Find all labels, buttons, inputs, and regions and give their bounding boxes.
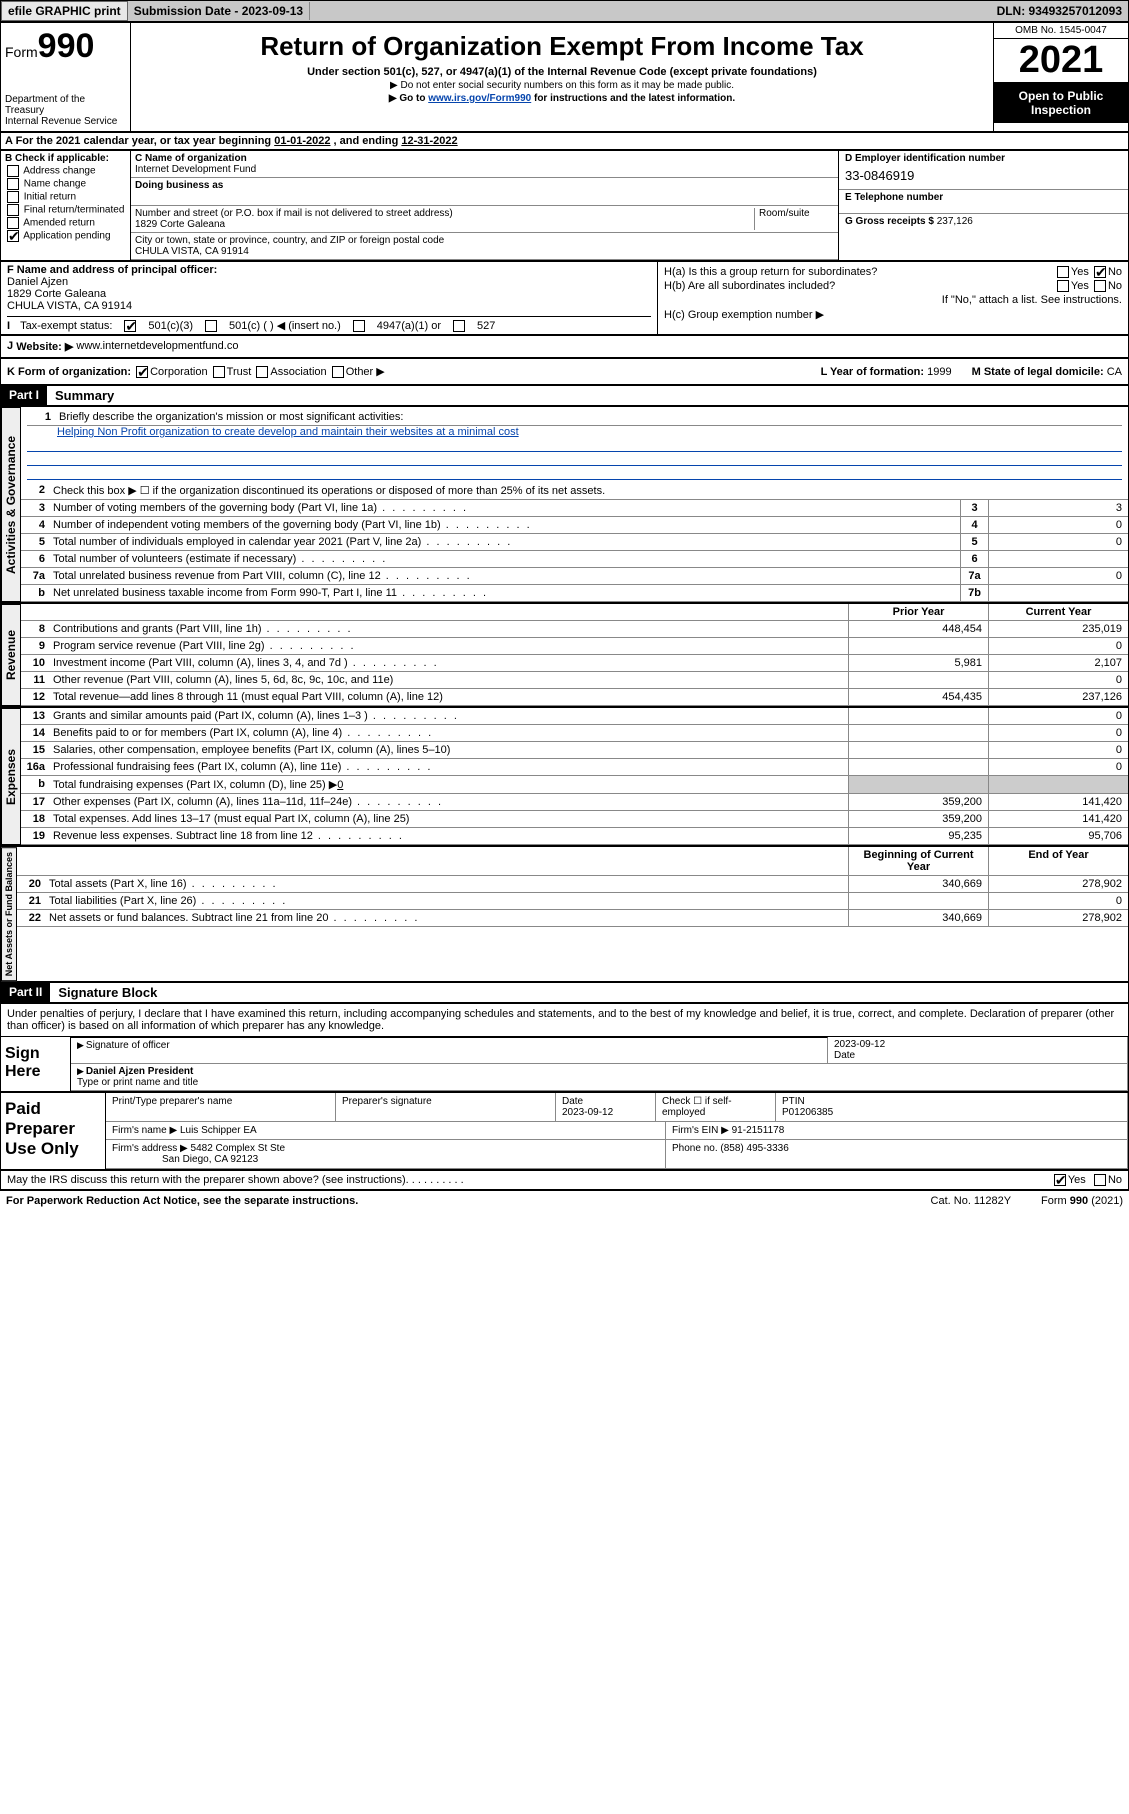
revenue-section: Revenue Prior YearCurrent Year 8Contribu… (0, 603, 1129, 707)
signature-block: Under penalties of perjury, I declare th… (0, 1003, 1129, 1092)
activities-governance: Activities & Governance 1Briefly describ… (0, 406, 1129, 603)
discuss-row: May the IRS discuss this return with the… (0, 1170, 1129, 1190)
row-f-h: F Name and address of principal officer:… (0, 261, 1129, 335)
ptin: P01206385 (782, 1107, 833, 1118)
form-number: Form990 (5, 27, 126, 66)
part2-header: Part IISignature Block (0, 982, 1129, 1003)
sign-here-label: Sign Here (1, 1037, 71, 1091)
top-bar: efile GRAPHIC print Submission Date - 20… (0, 0, 1129, 22)
part1-header: Part ISummary (0, 385, 1129, 406)
gross-receipts: 237,126 (937, 216, 973, 227)
group-return-no (1094, 266, 1106, 278)
page-footer: For Paperwork Reduction Act Notice, see … (0, 1190, 1129, 1211)
discuss-yes-checkbox (1054, 1174, 1066, 1186)
dln: DLN: 93493257012093 (991, 2, 1128, 20)
tax-year: 2021 (994, 39, 1128, 83)
entity-grid: B Check if applicable: Address change Na… (0, 150, 1129, 261)
form-subtitle: Under section 501(c), 527, or 4947(a)(1)… (135, 66, 989, 78)
domicile-state: CA (1107, 366, 1122, 378)
omb-number: OMB No. 1545-0047 (994, 23, 1128, 39)
ein: 33-0846919 (845, 164, 1122, 187)
paid-preparer: Paid Preparer Use Only Print/Type prepar… (0, 1092, 1129, 1170)
expenses-section: Expenses 13Grants and similar amounts pa… (0, 707, 1129, 846)
officer-name: Daniel Ajzen (7, 276, 68, 288)
open-to-public: Open to Public Inspection (994, 83, 1128, 123)
city-state-zip: CHULA VISTA, CA 91914 (135, 246, 249, 257)
website: www.internetdevelopmentfund.co (76, 340, 238, 353)
form-title: Return of Organization Exempt From Incom… (135, 31, 989, 62)
app-pending-checkbox (7, 230, 19, 242)
row-k-l-m: K Form of organization: Corporation Trus… (0, 358, 1129, 385)
officer-name-title: Daniel Ajzen President (86, 1066, 193, 1077)
mission-text: Helping Non Profit organization to creat… (57, 426, 519, 438)
501c3-checkbox (124, 320, 136, 332)
preparer-phone: (858) 495-3336 (720, 1143, 788, 1154)
org-name: Internet Development Fund (135, 164, 256, 175)
section-a-year: A For the 2021 calendar year, or tax yea… (0, 132, 1129, 150)
efile-button[interactable]: efile GRAPHIC print (1, 1, 128, 21)
telephone (845, 203, 1122, 211)
form-header: Form990 Department of the TreasuryIntern… (0, 22, 1129, 132)
submission-date: Submission Date - 2023-09-13 (128, 2, 310, 20)
net-assets-section: Net Assets or Fund Balances Beginning of… (0, 846, 1129, 982)
ssn-note: ▶ Do not enter social security numbers o… (135, 80, 989, 91)
line3-val: 3 (988, 500, 1128, 516)
section-b-checkboxes: B Check if applicable: Address change Na… (1, 151, 131, 260)
dept-treasury: Department of the TreasuryInternal Reven… (5, 94, 126, 127)
corp-checkbox (136, 366, 148, 378)
row-j-website: J Website: ▶ www.internetdevelopmentfund… (0, 335, 1129, 358)
goto-note: ▶ Go to www.irs.gov/Form990 for instruct… (135, 93, 989, 104)
firm-name: Luis Schipper EA (180, 1125, 257, 1136)
street-address: 1829 Corte Galeana (135, 219, 225, 230)
year-formation: 1999 (927, 366, 951, 378)
irs-link[interactable]: www.irs.gov/Form990 (428, 93, 531, 104)
